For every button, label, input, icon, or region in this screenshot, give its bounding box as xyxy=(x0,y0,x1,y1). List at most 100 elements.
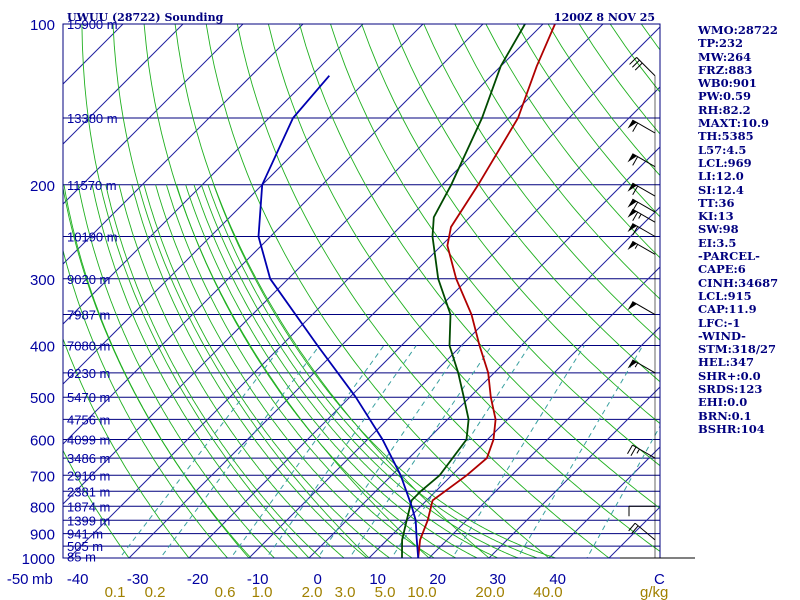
index-line: PW:0.59 xyxy=(698,89,752,104)
pressure-tick-label: 400 xyxy=(30,339,55,356)
mixing-ratio-line xyxy=(517,345,644,558)
dry-adiabat xyxy=(299,24,660,509)
height-labels: 15900 m 13380 m 11570 m 10190 m 9020 m 7987 m… xyxy=(67,17,118,564)
mixing-ratio-label: 2.0 xyxy=(302,584,323,600)
barb-full xyxy=(627,444,633,455)
index-line: CAPE:6 xyxy=(698,262,746,277)
chart-title: UWUU (28722) Sounding xyxy=(67,11,224,24)
barb-pennant xyxy=(627,359,637,369)
isotherm-line xyxy=(128,26,660,558)
barb-full xyxy=(632,185,639,195)
index-line: -PARCEL- xyxy=(698,249,760,264)
index-line: CAP:11.9 xyxy=(698,302,757,317)
wind-barb xyxy=(627,223,656,237)
isotherm-line xyxy=(188,86,660,558)
barb-pennant xyxy=(627,183,637,192)
index-line: SRDS:123 xyxy=(698,382,763,397)
barb-full xyxy=(628,522,636,532)
barb-half xyxy=(634,362,639,368)
moist-adiabat xyxy=(105,184,322,558)
moist-adiabat xyxy=(131,184,368,558)
isotherm-line xyxy=(0,24,3,569)
temperature-tick-label: 30 xyxy=(489,571,506,588)
data-layer xyxy=(257,24,556,558)
index-line: SW:98 xyxy=(698,222,739,237)
moist-adiabat xyxy=(200,184,520,558)
isotherm-line xyxy=(63,24,424,385)
height-label: 5470 m xyxy=(67,390,110,405)
wind-barb xyxy=(628,505,655,517)
index-line: SHR+:0.0 xyxy=(698,368,761,383)
plot-frame xyxy=(62,23,661,559)
barb-full xyxy=(632,226,639,236)
wind-barb xyxy=(627,119,656,134)
wind-barb xyxy=(627,301,656,315)
dry-adiabat xyxy=(205,24,550,558)
dry-adiabat xyxy=(423,24,660,341)
pressure-tick-label: 300 xyxy=(30,272,55,289)
barb-pennant xyxy=(627,199,637,208)
pressure-tick-label: 900 xyxy=(30,527,55,544)
wind-barb xyxy=(627,240,656,255)
height-label: 941 m xyxy=(67,527,103,542)
dry-adiabat xyxy=(454,24,660,300)
barb-staff xyxy=(634,522,656,541)
mixing-ratio-line xyxy=(230,345,385,558)
moist-adiabat xyxy=(63,184,252,558)
mixing-ratio-label: 5.0 xyxy=(375,584,396,600)
isotherm-line xyxy=(63,24,364,325)
barb-full xyxy=(634,62,643,71)
moist-adiabat xyxy=(165,184,435,558)
isotherm-line xyxy=(63,24,64,25)
moist-adiabat xyxy=(143,184,391,558)
series-dewpoint xyxy=(401,24,526,558)
dry-adiabat xyxy=(63,337,190,558)
height-label: 1874 m xyxy=(67,499,110,514)
wind-barb xyxy=(629,57,656,77)
index-line: SI:12.4 xyxy=(698,182,744,197)
stability-indices: WMO:28722 TP:232 MW:264 FRZ:883 WB0:901 PW:0.… xyxy=(698,23,778,436)
isotherm-line xyxy=(63,24,544,505)
height-label: 13380 m xyxy=(67,111,118,126)
wind-barb xyxy=(627,153,656,168)
mixing-ratio-label: 1.0 xyxy=(252,584,273,600)
mixing-ratio-label: 3.0 xyxy=(335,584,356,600)
mixing-ratio-line xyxy=(451,345,585,558)
height-label: 4756 m xyxy=(67,412,110,427)
dry-adiabat xyxy=(81,24,310,558)
index-line: BRN:0.1 xyxy=(698,408,752,423)
barb-pennant xyxy=(627,241,637,251)
temperature-tick-label: 10 xyxy=(369,571,386,588)
mixing-ratio-line xyxy=(586,425,660,558)
index-line: TP:232 xyxy=(698,36,744,51)
isotherm-line xyxy=(548,446,660,558)
mixing-ratio-label: 40.0 xyxy=(533,584,562,600)
mixing-unit-label: g/kg xyxy=(640,584,668,600)
isotherm-line xyxy=(428,326,660,558)
temperature-tick-label: 0 xyxy=(314,571,322,588)
index-line: EI:3.5 xyxy=(698,235,737,250)
moist-adiabat xyxy=(193,184,499,558)
barb-pennant xyxy=(627,153,637,163)
index-line: MW:264 xyxy=(698,49,752,64)
mixing-ratio-line xyxy=(159,345,320,558)
barb-full xyxy=(630,446,637,457)
wind-barb xyxy=(627,198,656,213)
series-temperature xyxy=(417,24,556,558)
index-line: FRZ:883 xyxy=(698,62,753,77)
barb-full xyxy=(632,211,639,222)
barb-full xyxy=(632,59,640,68)
pressure-tick-label: 1000 xyxy=(22,551,55,568)
height-label: 10190 m xyxy=(67,229,118,244)
barb-half xyxy=(636,448,640,454)
moist-adiabat xyxy=(213,184,558,558)
index-line: TT:36 xyxy=(698,195,735,210)
isotherm-line xyxy=(248,146,660,558)
isotherm-line xyxy=(63,24,304,265)
height-label: 7080 m xyxy=(67,339,110,354)
height-label: 4099 m xyxy=(67,433,110,448)
barb-pennant xyxy=(627,223,637,233)
temperature-tick-label: -20 xyxy=(187,571,209,588)
index-line: LFC:-1 xyxy=(698,315,741,330)
index-line: BSHR:104 xyxy=(698,421,765,436)
